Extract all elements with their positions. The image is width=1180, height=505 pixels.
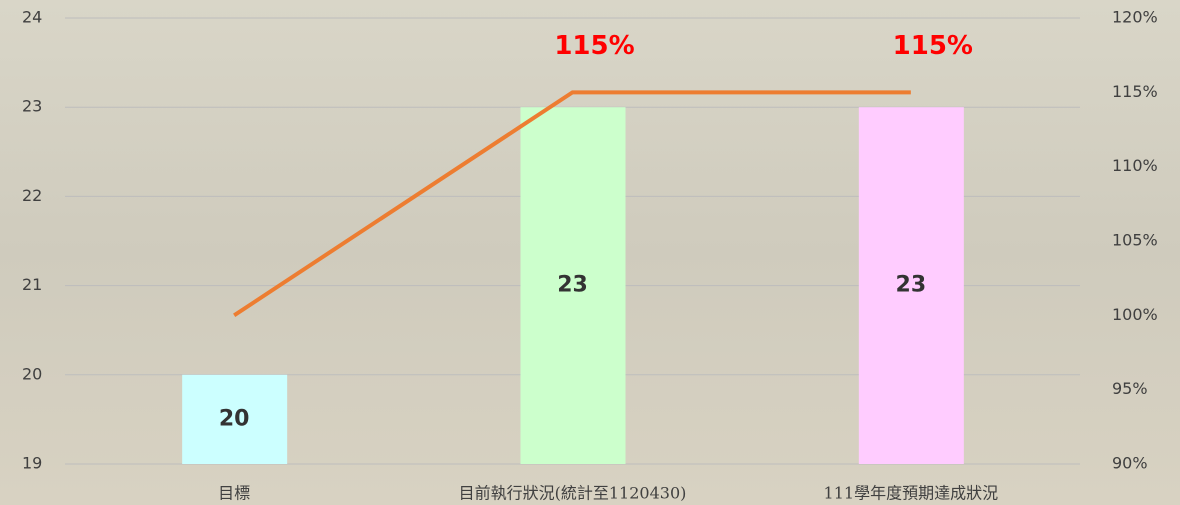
bar xyxy=(182,374,288,464)
line xyxy=(233,90,911,318)
bar xyxy=(520,107,626,464)
y-tick-label: 22 xyxy=(22,186,42,205)
x-tick-label: 目前執行狀況(統計至1120430) xyxy=(459,484,687,503)
y-tick-label: 20 xyxy=(22,364,42,383)
x-tick-label: 目標 xyxy=(218,484,250,503)
x-tick-label: 111學年度預期達成狀況 xyxy=(824,484,999,503)
y2-tick-label: 90% xyxy=(1112,454,1148,473)
data-label: 20 xyxy=(219,406,250,431)
line-label: 115% xyxy=(554,31,634,61)
y2-tick-label: 110% xyxy=(1112,156,1158,175)
y-tick-label: 21 xyxy=(22,275,42,294)
bar xyxy=(858,107,964,464)
y2-tick-label: 115% xyxy=(1112,82,1158,101)
data-label: 23 xyxy=(896,273,927,298)
y2-tick-label: 105% xyxy=(1112,231,1158,250)
line-label: 115% xyxy=(893,31,973,61)
y2-tick-label: 120% xyxy=(1112,8,1158,27)
y-tick-label: 19 xyxy=(22,454,42,473)
y-tick-label: 24 xyxy=(22,8,42,27)
y-tick-label: 23 xyxy=(22,97,42,116)
y2-tick-label: 100% xyxy=(1112,305,1158,324)
y2-tick-label: 95% xyxy=(1112,379,1148,398)
data-label: 23 xyxy=(557,273,588,298)
